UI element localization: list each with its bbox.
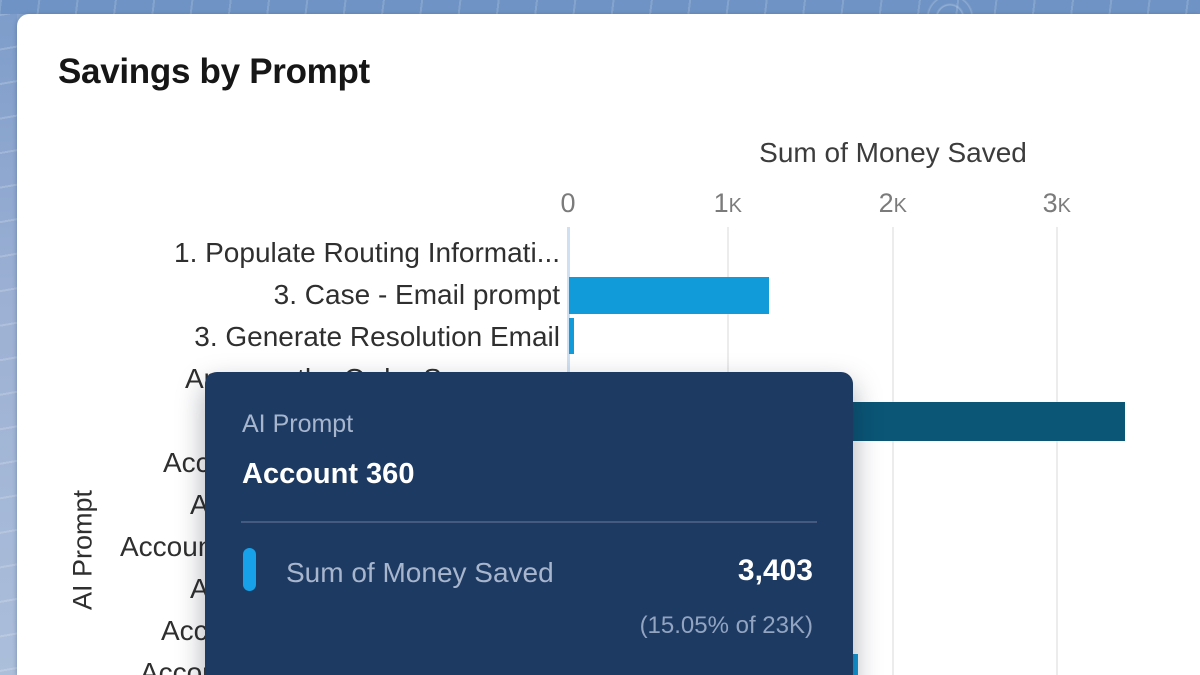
category-label: 3. Generate Resolution Email (194, 321, 560, 352)
x-axis-title: Sum of Money Saved (759, 137, 1027, 168)
tooltip-share: (15.05% of 23K) (639, 612, 813, 639)
x-tick-label: 2K (878, 188, 908, 218)
side-strip (0, 14, 17, 675)
category-label: Accoun (120, 531, 214, 562)
header-band (0, 0, 1200, 14)
category-label: 1. Populate Routing Informati... (174, 237, 560, 268)
category-label: 3. Case - Email prompt (273, 279, 560, 310)
page-title: Savings by Prompt (58, 52, 370, 91)
chart-tooltip: AI Prompt Account 360 Sum of Money Saved… (205, 372, 853, 675)
x-tick-label: 3K (1042, 188, 1072, 218)
tooltip-value: 3,403 (737, 554, 813, 587)
gridline (1056, 227, 1058, 675)
tooltip-dimension-label: AI Prompt (242, 410, 354, 438)
x-tick-label: 1K (713, 188, 743, 218)
y-axis-label: AI Prompt (67, 489, 98, 611)
category-label: Accou (140, 657, 218, 675)
tooltip-series-swatch (243, 548, 256, 591)
bar-generate-resolution-email[interactable] (569, 318, 574, 354)
gridline (892, 227, 894, 675)
x-tick-label: 0 (560, 188, 576, 218)
tooltip-metric-label: Sum of Money Saved (286, 557, 554, 588)
bar-case-email-prompt[interactable] (569, 277, 769, 314)
tooltip-divider (241, 521, 817, 523)
tooltip-category: Account 360 (242, 458, 415, 490)
